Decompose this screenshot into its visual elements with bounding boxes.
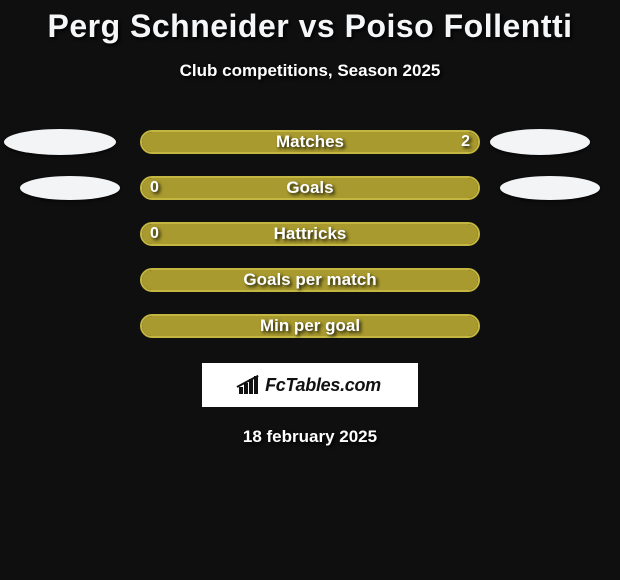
stat-bar-track bbox=[140, 268, 480, 292]
subtitle: Club competitions, Season 2025 bbox=[0, 61, 620, 81]
stat-row: Matches2 bbox=[0, 119, 620, 165]
stat-bar-fill-left bbox=[142, 132, 310, 152]
stat-bar-fill-right bbox=[310, 316, 478, 336]
stat-bar-fill-right bbox=[310, 224, 478, 244]
logo-chart-icon bbox=[239, 376, 261, 394]
stat-bar-fill-right bbox=[310, 132, 478, 152]
stat-bar-track bbox=[140, 176, 480, 200]
stat-row: Goals0 bbox=[0, 165, 620, 211]
stat-rows: Matches2Goals0Hattricks0Goals per matchM… bbox=[0, 119, 620, 349]
player-ellipse-right bbox=[490, 129, 590, 155]
stat-bar-fill-right bbox=[310, 270, 478, 290]
stat-bar-fill-right bbox=[310, 178, 478, 198]
date-label: 18 february 2025 bbox=[0, 427, 620, 447]
stat-bar-track bbox=[140, 222, 480, 246]
stat-bar-track bbox=[140, 314, 480, 338]
stat-bar-fill-left bbox=[142, 178, 310, 198]
player-ellipse-right bbox=[500, 176, 600, 200]
page-title: Perg Schneider vs Poiso Follentti bbox=[0, 0, 620, 45]
stat-bar-fill-left bbox=[142, 316, 310, 336]
stat-row: Min per goal bbox=[0, 303, 620, 349]
logo-text: FcTables.com bbox=[265, 375, 381, 396]
fctables-logo: FcTables.com bbox=[202, 363, 418, 407]
player-ellipse-left bbox=[4, 129, 116, 155]
stat-row: Hattricks0 bbox=[0, 211, 620, 257]
stat-bar-track bbox=[140, 130, 480, 154]
comparison-infographic: Perg Schneider vs Poiso Follentti Club c… bbox=[0, 0, 620, 580]
stat-row: Goals per match bbox=[0, 257, 620, 303]
stat-bar-fill-left bbox=[142, 224, 310, 244]
stat-bar-fill-left bbox=[142, 270, 310, 290]
player-ellipse-left bbox=[20, 176, 120, 200]
